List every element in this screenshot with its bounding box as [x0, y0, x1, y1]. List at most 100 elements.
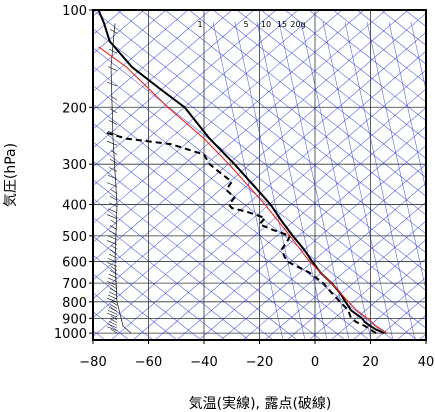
mixing-ratio-label: 10	[261, 20, 271, 29]
wind-barb	[106, 214, 118, 219]
adiabat-line	[93, 141, 346, 340]
y-tick-label: 700	[62, 277, 87, 292]
wind-barb	[108, 167, 118, 172]
x-tick-label: −80	[79, 355, 106, 370]
wind-barb	[110, 245, 118, 250]
wind-barb	[107, 294, 118, 300]
wind-barb	[106, 281, 118, 286]
isotherm-line	[93, 10, 277, 168]
isotherm-line	[308, 239, 426, 340]
wind-barb	[108, 321, 118, 326]
adiabat-line	[93, 47, 426, 310]
isotherm-line	[198, 145, 426, 340]
wind-profile	[106, 23, 132, 334]
isotherm-line	[352, 277, 426, 340]
mixing-ratio-line	[344, 21, 416, 340]
isotherm-line	[93, 13, 426, 300]
wind-barb	[107, 277, 118, 283]
isotherm-line	[93, 10, 167, 73]
wind-barb	[109, 304, 118, 309]
isotherm-line	[93, 10, 343, 224]
adiabat-line	[332, 10, 426, 84]
mixing-ratio-label: 1	[197, 20, 202, 29]
wind-barb	[106, 326, 118, 331]
wind-barb	[109, 158, 118, 164]
isotherm-line	[93, 10, 365, 243]
wind-barb	[106, 297, 118, 303]
wind-barb	[106, 312, 118, 318]
mixing-ratio-line	[234, 21, 306, 340]
series	[97, 10, 388, 335]
wind-barb	[110, 266, 118, 271]
adiabat-line	[260, 10, 426, 140]
isotherm-line	[93, 10, 387, 262]
isotherm-line	[110, 69, 426, 340]
adiabat-line	[284, 10, 426, 122]
isotherm-line	[93, 10, 255, 149]
isotherm-line	[132, 88, 426, 340]
wind-barb	[109, 318, 118, 323]
adiabat-line	[93, 28, 426, 291]
adiabat-line	[93, 217, 250, 340]
y-tick-label: 800	[62, 296, 87, 311]
isotherm-line	[176, 126, 426, 340]
isotherm-line	[93, 10, 321, 205]
reference-lines	[93, 10, 435, 340]
wind-barb	[109, 249, 118, 255]
mixing-ratio-labels: 1 5 10 15 20g	[197, 20, 305, 29]
wind-barb	[109, 28, 118, 34]
adiabat-line	[212, 10, 426, 178]
x-tick-labels: −80 −60 −40 −20 0 20 40	[79, 340, 434, 370]
x-tick-label: 40	[418, 355, 435, 370]
x-tick-label: −60	[135, 355, 162, 370]
wind-barb	[107, 208, 118, 214]
y-tick-label: 300	[62, 158, 87, 173]
wind-barb	[108, 291, 118, 297]
adiabat-line	[308, 10, 426, 103]
adiabat-line	[93, 273, 178, 340]
adiabat-line	[116, 10, 426, 254]
temperature-line	[97, 10, 385, 335]
wind-barb	[110, 328, 118, 334]
adiabat-line	[93, 235, 226, 340]
isotherm-line	[93, 10, 299, 187]
y-tick-label: 900	[62, 312, 87, 327]
isotherm-line	[242, 182, 426, 340]
y-tick-label: 600	[62, 255, 87, 270]
x-tick-label: 20	[362, 355, 379, 370]
wind-barb	[109, 288, 118, 293]
isotherm-line	[264, 201, 426, 340]
adiabat-line	[188, 10, 426, 197]
x-axis-title: 気温(実線), 露点(破線)	[189, 396, 332, 412]
wind-barb	[109, 196, 118, 201]
wind-barb	[106, 140, 118, 146]
isotherm-line	[93, 10, 233, 130]
wind-barb	[107, 309, 118, 315]
adiabat-line	[93, 122, 370, 340]
adiabat-line	[93, 179, 298, 340]
isotherm-line	[93, 10, 409, 281]
mixing-ratio-line	[278, 21, 350, 340]
wind-barb	[108, 307, 118, 312]
mixing-ratio-label: 5	[243, 20, 248, 29]
x-tick-label: 0	[311, 355, 319, 370]
isotherm-line	[93, 10, 211, 111]
wind-barb	[107, 66, 118, 71]
mixing-ratio-line	[212, 21, 284, 340]
wind-barb	[107, 323, 118, 329]
adiabat-line	[93, 103, 394, 340]
adiabat-line	[93, 85, 418, 340]
mixing-ratio-label: 20g	[290, 20, 305, 29]
wind-barb	[109, 108, 118, 114]
adiabat-line	[429, 10, 435, 340]
mixing-ratio-line	[410, 21, 426, 92]
wind-barb	[108, 48, 118, 54]
wind-shaft	[110, 23, 132, 334]
wind-barb	[106, 81, 118, 87]
isotherm-line	[93, 50, 426, 337]
parcel-line	[98, 46, 388, 334]
wind-barb	[107, 258, 118, 263]
wind-barb	[110, 301, 118, 306]
isotherm-line	[286, 220, 426, 340]
